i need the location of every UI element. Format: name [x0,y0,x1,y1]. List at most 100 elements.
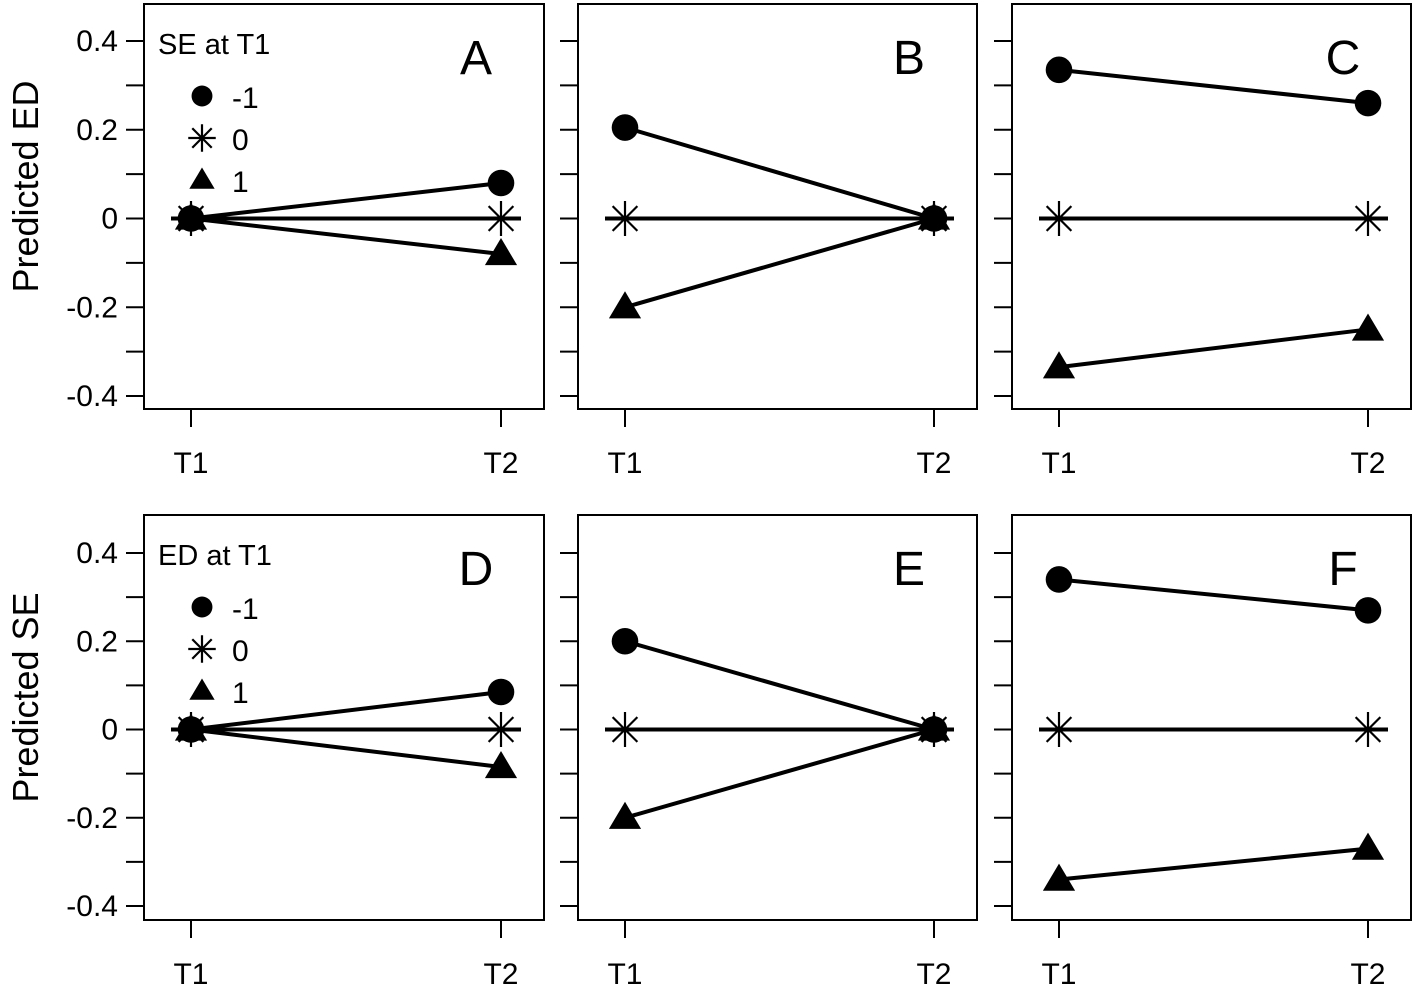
series-line [624,125,935,221]
data-point-triangle [1351,832,1385,860]
series-line [624,216,935,310]
data-point-asterisk-stroke [611,205,639,232]
legend-title: SE at T1 [158,29,270,61]
panel-label: F [1328,543,1357,596]
y-tick-label: 0.2 [76,114,118,147]
data-point-asterisk-stroke [1045,716,1073,743]
data-point-asterisk-stroke [1354,205,1382,232]
legend-entry: -1 [232,593,259,626]
data-point-triangle [174,202,208,230]
x-tick-label: T1 [1041,447,1076,480]
y-axis-label: Predicted SE [5,592,46,802]
data-point-asterisk [1041,201,1077,236]
chart-panel-d: 0.4 0.2 0 -0.2 -0.4 Predicted SE T1 T2 D ED at T1… [5,514,545,986]
data-point-triangle [608,291,642,319]
data-point-triangle [917,202,951,230]
series-line [1058,846,1369,882]
plot-frame [143,514,545,921]
plot-frame [143,3,545,410]
legend-entry: 1 [232,166,249,199]
data-point-asterisk [607,712,643,747]
series-line [1058,577,1369,613]
chart-panel-e: T1 T2 E [560,514,978,986]
series-line [190,216,502,256]
panel-label: A [460,32,492,85]
data-point-asterisk [483,712,519,747]
data-point-triangle [1351,313,1385,341]
chart-panel-a: 0.4 0.2 0 -0.2 -0.4 Predicted ED T1 T2 A SE at T1… [5,3,545,480]
data-point-triangle [917,713,951,741]
plot-frame [1011,514,1412,921]
y-tick-label: 0.4 [76,25,118,58]
legend-marker-asterisk-stroke [191,638,213,660]
legend-marker-triangle [189,678,215,700]
data-point-asterisk-stroke [1354,716,1382,743]
data-point-asterisk-stroke [487,716,515,743]
data-point-circle [1045,56,1073,84]
data-point-triangle [174,713,208,741]
x-tick-label: T2 [1350,958,1385,986]
panel-label: C [1326,32,1361,85]
legend-title: ED at T1 [158,540,272,572]
legend-entry: 0 [232,635,249,668]
data-point-triangle [608,801,642,829]
chart-panel-f: T1 T2 F [994,514,1412,986]
y-tick-label: 0 [101,714,118,747]
y-tick-label: -0.2 [66,291,118,324]
legend-marker-asterisk [188,635,216,663]
data-point-asterisk [483,201,519,236]
data-point-asterisk-stroke [487,205,515,232]
data-point-asterisk [1350,712,1386,747]
legend-marker-circle [191,85,213,107]
legend-marker-asterisk [188,124,216,152]
y-tick-label: 0.2 [76,625,118,658]
data-point-circle [611,627,639,655]
x-tick-label: T1 [173,447,208,480]
x-tick-label: T2 [916,447,951,480]
panel-label: E [893,543,925,596]
series-line [624,727,935,820]
panel-label: D [459,543,494,596]
y-tick-label: -0.2 [66,802,118,835]
data-point-circle [487,169,515,197]
data-point-circle [1045,566,1073,593]
series-line [1058,327,1369,370]
data-point-circle [611,114,639,141]
series-line [190,181,502,221]
legend-entry: 0 [232,124,249,157]
legend-marker-triangle [189,167,215,189]
x-tick-label: T2 [483,447,518,480]
x-tick-label: T2 [1350,447,1385,480]
plot-frame [577,3,978,410]
plot-frame [1011,3,1412,410]
y-tick-label: 0.4 [76,537,118,570]
legend-marker-circle [191,596,213,618]
plot-frame [577,514,978,921]
chart-panel-b: T1 T2 B [560,3,978,480]
data-point-asterisk [1041,712,1077,747]
series-line [624,639,935,732]
data-point-triangle [484,238,518,266]
data-point-asterisk [607,201,643,236]
legend-entry: 1 [232,677,249,710]
y-tick-label: -0.4 [66,380,118,413]
data-point-triangle [484,751,518,779]
x-tick-label: T1 [607,447,642,480]
y-axis-label: Predicted ED [5,80,46,292]
data-point-triangle [1042,863,1076,891]
legend-marker-asterisk-stroke [191,127,213,149]
data-point-asterisk-stroke [1045,205,1073,232]
x-tick-label: T2 [916,958,951,986]
data-point-circle [1354,597,1382,624]
y-tick-label: -0.4 [66,890,118,923]
data-point-circle [1354,89,1382,117]
series-line [190,690,502,732]
y-tick-label: 0 [101,203,118,236]
x-tick-label: T1 [173,958,208,986]
data-point-asterisk [1350,201,1386,236]
data-point-circle [487,678,515,706]
series-line [190,727,502,769]
x-tick-label: T1 [1041,958,1076,986]
data-point-asterisk-stroke [611,716,639,743]
